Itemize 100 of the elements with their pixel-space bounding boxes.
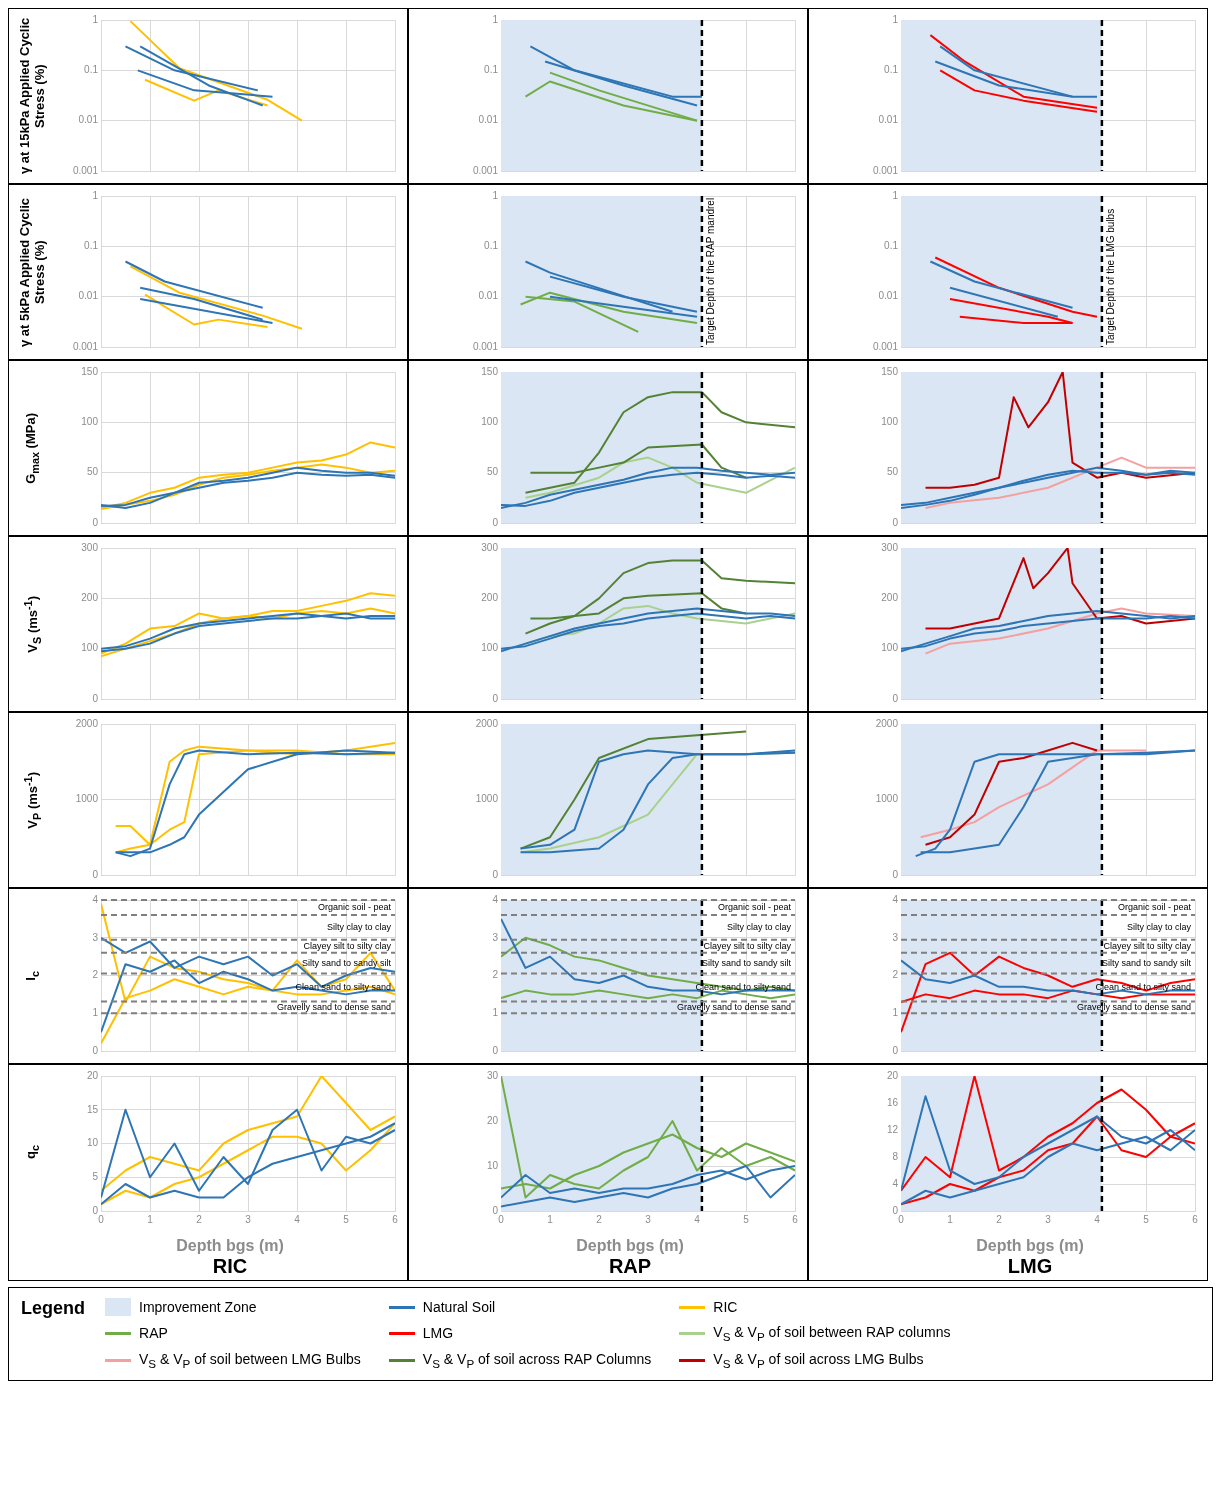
y-tick-label: 300 [881, 541, 899, 553]
x-tick-label: 3 [1045, 1213, 1052, 1225]
y-tick-label: 300 [81, 541, 99, 553]
annotation: Clayey silt to silty clay [1103, 940, 1192, 951]
y-tick-label: 0.01 [78, 114, 99, 126]
legend-label: V$_{S}$ & V$_{P}$ of soil across RAP Columns [422, 1350, 652, 1370]
y-tick-label: 100 [481, 416, 499, 428]
y-tick-label: 2000 [875, 717, 899, 729]
y-axis-title: γ at 15kPa Applied Cyclic Stress (%) [17, 16, 47, 177]
x-tick-label: 3 [645, 1213, 652, 1225]
y-tick-label: 0.001 [872, 340, 899, 352]
y-tick-label: 1 [492, 1007, 499, 1018]
y-tick-label: 1 [492, 189, 499, 201]
y-tick-label: 0 [892, 692, 899, 704]
x-tick-label: 6 [392, 1213, 399, 1225]
x-tick-label: 2 [996, 1213, 1003, 1225]
y-tick-label: 0.001 [872, 164, 899, 176]
annotation: Gravelly sand to dense sand [1076, 1001, 1191, 1012]
y-tick-label: 50 [886, 466, 899, 478]
y-tick-label: 30 [486, 1069, 499, 1081]
y-tick-label: 100 [881, 416, 899, 428]
y-tick-label: 1 [92, 1007, 99, 1018]
x-tick-label: 2 [596, 1213, 603, 1225]
annotation: Silty clay to clay [726, 921, 792, 932]
y-tick-label: 0 [492, 692, 499, 704]
y-tick-label: 3 [492, 931, 499, 943]
annotation: Silty sand to sandy silt [701, 957, 792, 968]
y-tick-label: 0 [92, 516, 99, 528]
y-tick-label: 200 [481, 592, 499, 604]
y-tick-label: 0.1 [884, 64, 899, 76]
legend-label: Natural Soil [422, 1299, 496, 1315]
annotation: Silty clay to clay [1126, 921, 1192, 932]
y-tick-label: 0.01 [78, 290, 99, 302]
x-tick-label: 6 [1192, 1213, 1199, 1225]
y-tick-label: 8 [892, 1150, 899, 1162]
y-tick-label: 0.1 [84, 64, 99, 76]
y-tick-label: 4 [892, 1177, 899, 1189]
ref-line-label: Target Depth of the LMG bulbs [1104, 208, 1116, 345]
y-tick-label: 4 [92, 893, 99, 905]
y-tick-label: 20 [86, 1069, 99, 1081]
x-tick-label: 5 [1143, 1213, 1150, 1225]
annotation: Clayey silt to silty clay [703, 940, 792, 951]
legend-label: V$_{S}$ & V$_{P}$ of soil across LMG Bulbs [713, 1350, 924, 1370]
text: Legend [21, 1298, 86, 1319]
y-tick-label: 300 [481, 541, 499, 553]
y-tick-label: 2000 [75, 717, 99, 729]
x-tick-label: 1 [147, 1213, 154, 1225]
y-tick-label: 0 [492, 868, 499, 880]
y-tick-label: 0 [492, 1204, 499, 1216]
y-tick-label: 2000 [475, 717, 499, 729]
text: RAP [607, 1255, 653, 1278]
annotation: Clayey silt to silty clay [303, 940, 392, 951]
annotation: Organic soil - peat [317, 902, 392, 913]
y-tick-label: 0.01 [478, 114, 499, 126]
y-tick-label: 1 [892, 1007, 899, 1018]
y-tick-label: 0.001 [72, 164, 99, 176]
y-tick-label: 0.1 [484, 240, 499, 252]
y-tick-label: 0.1 [484, 64, 499, 76]
y-tick-label: 0.01 [878, 290, 899, 302]
y-tick-label: 1000 [875, 793, 899, 805]
annotation: Silty clay to clay [326, 921, 392, 932]
y-tick-label: 1000 [475, 793, 499, 805]
y-tick-label: 150 [81, 365, 99, 377]
y-tick-label: 0 [92, 1204, 99, 1216]
legend-label: LMG [422, 1325, 454, 1342]
x-axis-title: Depth bgs (m) [175, 1237, 285, 1255]
x-axis-title: Depth bgs (m) [975, 1237, 1085, 1255]
y-tick-label: 0.001 [472, 340, 499, 352]
y-tick-label: 10 [486, 1159, 499, 1171]
y-tick-label: 0 [892, 516, 899, 528]
y-tick-label: 100 [81, 642, 99, 654]
ref-line-label: Target Depth of the RAP mandrel [704, 197, 716, 345]
x-tick-label: 1 [547, 1213, 554, 1225]
y-tick-label: 0 [892, 1044, 899, 1056]
y-tick-label: 20 [486, 1114, 499, 1126]
y-tick-label: 10 [86, 1137, 99, 1149]
y-tick-label: 12 [886, 1123, 899, 1135]
annotation: Silty sand to sandy silt [1101, 957, 1192, 968]
y-tick-label: 0.1 [884, 240, 899, 252]
x-tick-label: 4 [694, 1213, 701, 1225]
legend-label: RAP [139, 1325, 168, 1342]
y-tick-label: 50 [86, 466, 99, 478]
y-tick-label: 0.01 [478, 290, 499, 302]
legend-label: RIC [713, 1299, 738, 1315]
y-tick-label: 0 [892, 1204, 899, 1216]
annotation: Organic soil - peat [717, 902, 792, 913]
y-tick-label: 0 [492, 1044, 499, 1056]
x-tick-label: 5 [343, 1213, 350, 1225]
legend-label: V$_{S}$ & V$_{P}$ of soil between RAP columns [713, 1324, 951, 1343]
x-tick-label: 4 [1094, 1213, 1101, 1225]
y-tick-label: 100 [81, 416, 99, 428]
x-tick-label: 3 [245, 1213, 252, 1225]
y-tick-label: 0 [892, 868, 899, 880]
y-tick-label: 1000 [75, 793, 99, 805]
y-tick-label: 2 [92, 969, 99, 981]
y-tick-label: 0 [92, 868, 99, 880]
y-tick-label: 1 [892, 13, 899, 25]
x-tick-label: 4 [294, 1213, 301, 1225]
x-tick-label: 2 [196, 1213, 203, 1225]
x-tick-label: 6 [792, 1213, 799, 1225]
